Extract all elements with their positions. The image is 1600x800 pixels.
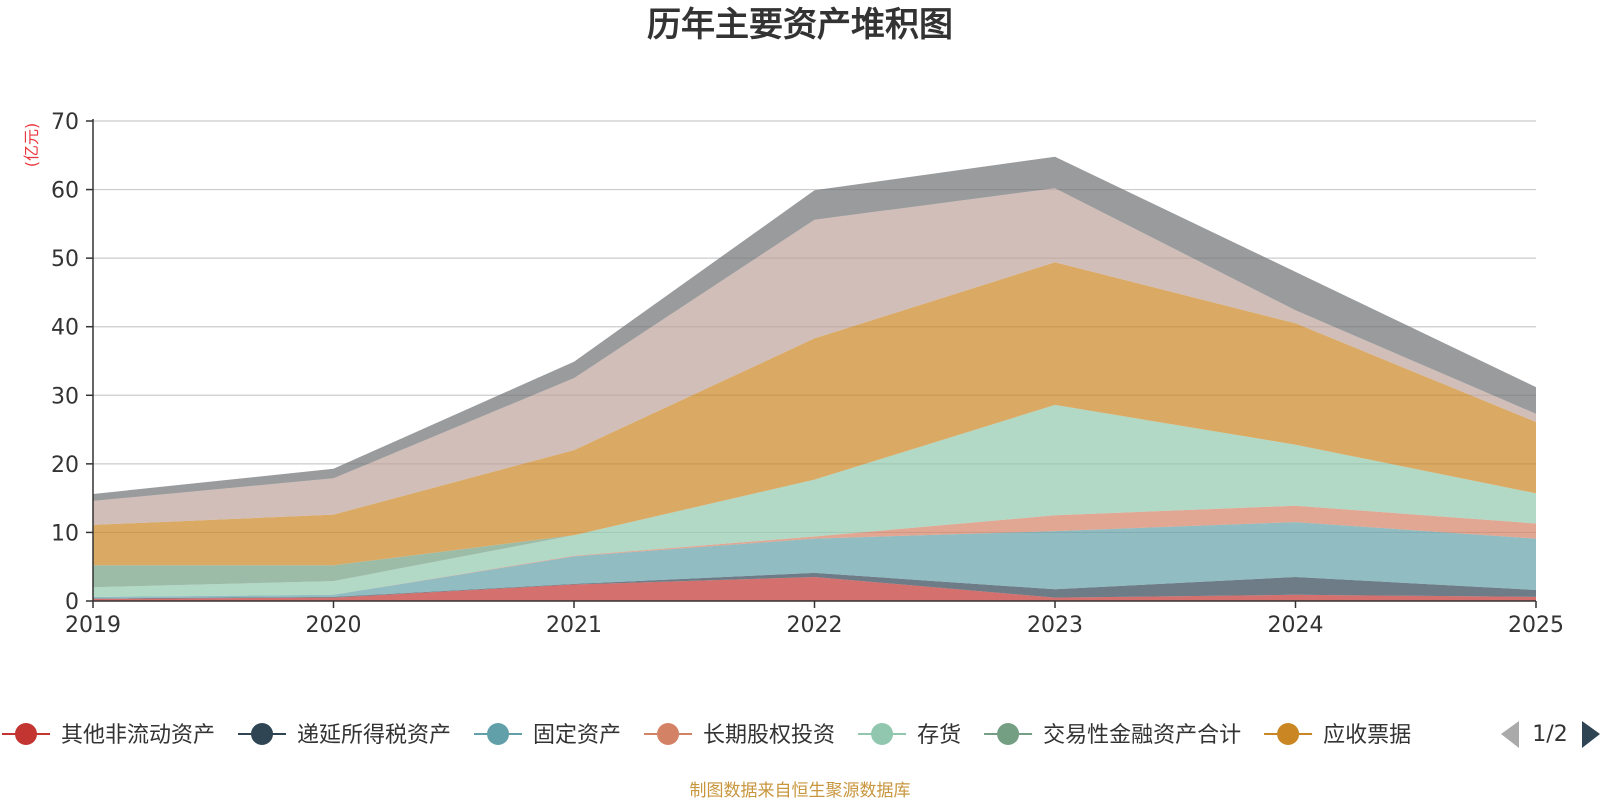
area-series-递延所得税资产[interactable]: [93, 572, 1536, 599]
legend-circle-marker: [871, 723, 894, 745]
legend-label: 存货: [917, 723, 961, 748]
legend-item[interactable]: 递延所得税资产: [238, 723, 451, 748]
x-tick-label: 2025: [1508, 613, 1564, 638]
y-tick-label: 0: [65, 590, 79, 615]
legend-label: 交易性金融资产合计: [1043, 723, 1241, 748]
data-source-note: 制图数据来自恒生聚源数据库: [690, 781, 911, 800]
y-tick-label: 70: [51, 110, 79, 135]
y-axis-label: (亿元): [22, 123, 41, 168]
y-tick-label: 40: [51, 316, 79, 341]
x-tick-label: 2022: [787, 613, 843, 638]
legend-circle-marker: [997, 723, 1020, 745]
area-series-长期股权投资[interactable]: [93, 505, 1536, 597]
legend-circle-marker: [487, 723, 510, 745]
legend-item[interactable]: 交易性金融资产合计: [984, 723, 1241, 748]
legend-item[interactable]: 固定资产: [474, 723, 621, 748]
x-tick-label: 2023: [1027, 613, 1083, 638]
y-tick-label: 30: [51, 384, 79, 409]
legend-item[interactable]: 存货: [858, 723, 961, 748]
chart-title: 历年主要资产堆积图: [647, 5, 953, 45]
area-series-其他非流动资产[interactable]: [93, 577, 1536, 601]
y-tick-label: 10: [51, 521, 79, 546]
legend-label: 固定资产: [533, 723, 621, 748]
area-series-group: [93, 156, 1536, 601]
legend-page-indicator: 1/2: [1532, 722, 1567, 747]
legend-circle-marker: [251, 723, 274, 745]
legend-label: 长期股权投资: [703, 723, 835, 748]
x-tick-label: 2021: [546, 613, 602, 638]
legend-label: 其他非流动资产: [61, 723, 215, 748]
x-tick-label: 2024: [1268, 613, 1324, 638]
legend-circle-marker: [657, 723, 680, 745]
triangle-left-icon[interactable]: [1501, 721, 1519, 748]
triangle-right-icon[interactable]: [1582, 721, 1600, 748]
legend-pager[interactable]: 1/2: [1501, 721, 1600, 748]
area-series-交易性金融资产合计[interactable]: [93, 404, 1536, 588]
area-series-固定资产[interactable]: [93, 522, 1536, 599]
x-tick-label: 2019: [65, 613, 121, 638]
y-tick-label: 50: [51, 247, 79, 272]
axes: 0 10 20 30 40 50 60 70 2019 2020 2021 2022 2023 2024 2…: [51, 110, 1564, 638]
legend[interactable]: 其他非流动资产 递延所得税资产 固定资产 长期股权投资 存货 交易性金融资产合计 应收票据: [2, 723, 1411, 748]
area-series-货币资金[interactable]: [93, 156, 1536, 501]
area-series-应收票据[interactable]: [93, 262, 1536, 566]
y-tick-label: 60: [51, 179, 79, 204]
legend-label: 应收票据: [1323, 723, 1411, 748]
x-tick-label: 2020: [306, 613, 362, 638]
legend-item[interactable]: 应收票据: [1264, 723, 1411, 748]
y-tick-label: 20: [51, 453, 79, 478]
area-series-应收账款[interactable]: [93, 188, 1536, 525]
area-series-存货[interactable]: [93, 404, 1536, 597]
legend-circle-marker: [15, 723, 37, 745]
legend-item[interactable]: 长期股权投资: [644, 723, 835, 748]
legend-item[interactable]: 其他非流动资产: [2, 723, 215, 748]
legend-circle-marker: [1277, 723, 1300, 745]
legend-label: 递延所得税资产: [297, 723, 451, 748]
